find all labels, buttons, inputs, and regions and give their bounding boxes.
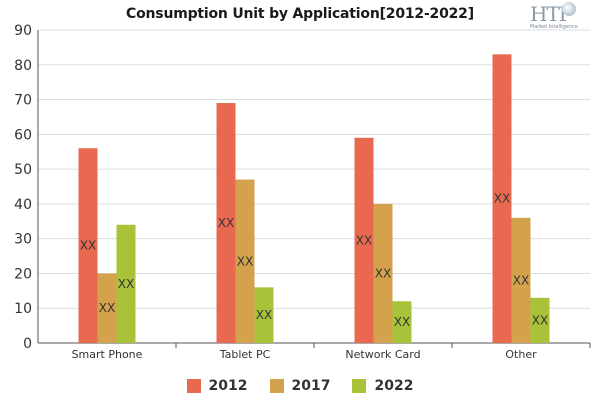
bar-2017-3 <box>511 217 531 343</box>
data-label: XX <box>394 315 410 329</box>
chart-legend: 2012 2017 2022 <box>0 378 600 394</box>
data-label: XX <box>356 233 372 247</box>
bar-2012-1 <box>216 103 236 344</box>
data-label: XX <box>80 239 96 253</box>
y-tick-label: 60 <box>14 127 32 143</box>
legend-swatch <box>186 379 201 393</box>
bar-2022-3 <box>530 297 550 343</box>
chart-title: Consumption Unit by Application[2012-202… <box>126 6 474 22</box>
legend-item-2012: 2012 <box>186 378 248 394</box>
bar-2017-1 <box>235 179 255 343</box>
data-label: XX <box>237 254 253 268</box>
y-tick-label: 10 <box>14 301 32 317</box>
bar-2012-3 <box>492 54 512 343</box>
bar-2012-0 <box>78 148 98 343</box>
bar-2022-0 <box>116 224 136 343</box>
y-tick-label: 40 <box>14 197 32 213</box>
bar-2012-2 <box>354 137 374 343</box>
data-label: XX <box>513 273 529 287</box>
bar-2022-2 <box>392 301 412 343</box>
legend-label: 2012 <box>208 378 248 394</box>
bar-2022-1 <box>254 287 274 343</box>
globe-icon <box>562 2 576 16</box>
y-tick-label: 70 <box>14 93 32 109</box>
bar-2017-2 <box>373 203 393 343</box>
data-label: XX <box>532 313 548 327</box>
y-tick-label: 20 <box>14 266 32 282</box>
legend-item-2017: 2017 <box>269 378 331 394</box>
y-tick-label: 30 <box>14 232 32 248</box>
x-category-label: Tablet PC <box>219 348 271 361</box>
data-label: XX <box>375 266 391 280</box>
logo-subtext: Market Intelligence <box>530 24 578 30</box>
data-label: XX <box>99 301 115 315</box>
legend-swatch <box>352 379 367 393</box>
y-tick-label: 80 <box>14 58 32 74</box>
y-tick-label: 50 <box>14 162 32 178</box>
data-label: XX <box>494 192 510 206</box>
legend-label: 2017 <box>291 378 331 394</box>
y-tick-label: 0 <box>23 336 32 352</box>
legend-label: 2022 <box>374 378 414 394</box>
x-category-label: Other <box>505 348 537 361</box>
data-label: XX <box>118 277 134 291</box>
data-label: XX <box>256 308 272 322</box>
x-category-label: Smart Phone <box>72 348 143 361</box>
data-label: XX <box>218 216 234 230</box>
legend-item-2022: 2022 <box>352 378 413 394</box>
bar-2017-0 <box>97 273 117 343</box>
x-category-label: Network Card <box>345 348 420 361</box>
legend-swatch <box>269 379 284 393</box>
y-tick-label: 90 <box>14 23 32 39</box>
htf-logo: HTF Market Intelligence <box>526 2 590 30</box>
